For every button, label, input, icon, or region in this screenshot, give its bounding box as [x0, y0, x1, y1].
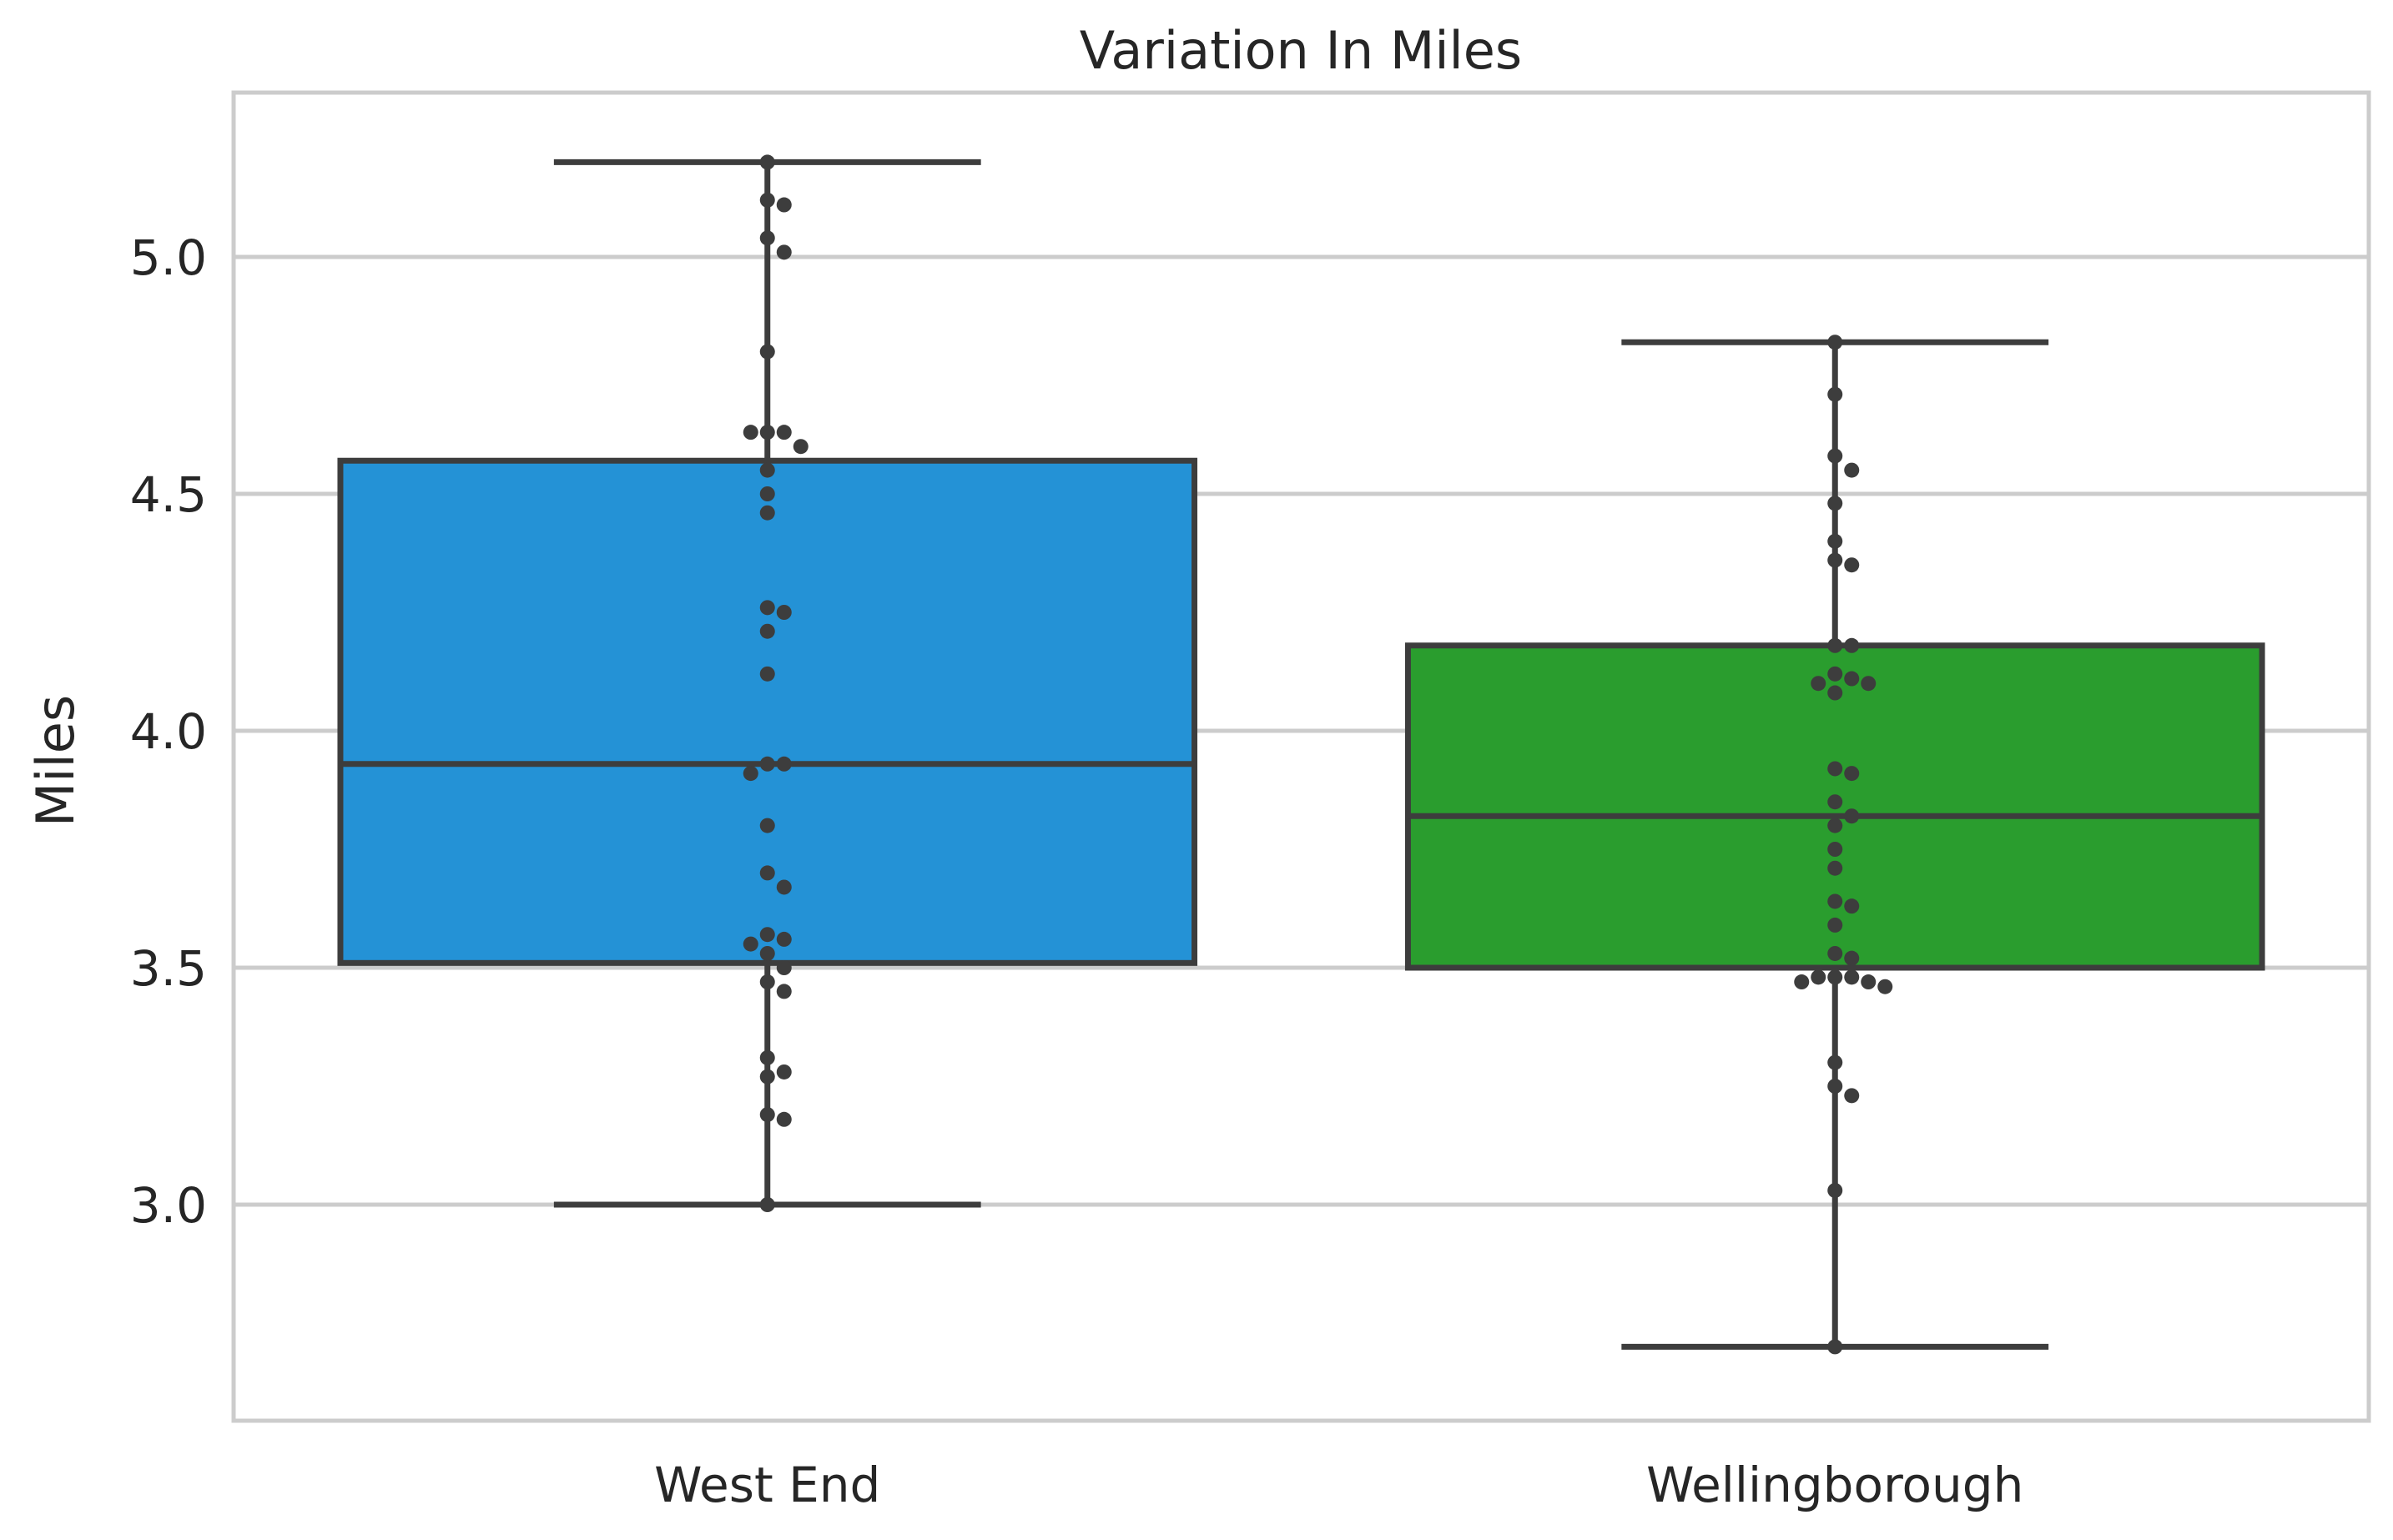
data-point [1827, 496, 1843, 511]
data-point [1827, 533, 1843, 549]
y-tick-label: 5.0 [130, 229, 207, 286]
data-point [1827, 969, 1843, 985]
data-point [1827, 860, 1843, 876]
data-point [793, 439, 809, 455]
y-tick-label: 4.5 [130, 466, 207, 523]
data-point [776, 425, 792, 440]
data-point [1827, 761, 1843, 777]
data-point [759, 623, 775, 639]
data-point [759, 927, 775, 943]
boxes [337, 159, 2265, 1350]
data-point [776, 605, 792, 620]
data-point [1827, 1079, 1843, 1094]
swarm-points [743, 154, 1893, 1355]
data-point [759, 865, 775, 881]
data-point [776, 1111, 792, 1127]
data-point [1827, 917, 1843, 933]
data-point [1827, 1054, 1843, 1070]
x-tick-labels: West End Wellingborough [654, 1457, 2023, 1513]
data-point [759, 486, 775, 501]
data-point [759, 974, 775, 990]
y-tick-label: 3.0 [130, 1177, 207, 1234]
data-point [1861, 974, 1877, 990]
data-point [1844, 637, 1860, 653]
data-point [743, 766, 758, 782]
y-axis-label: Miles [25, 695, 86, 827]
data-point [1811, 676, 1826, 692]
chart-title: Variation In Miles [1080, 20, 1522, 81]
data-point [1827, 386, 1843, 402]
data-point [759, 230, 775, 246]
data-point [776, 984, 792, 999]
data-point [759, 154, 775, 170]
data-point [1844, 898, 1860, 914]
data-point [1827, 335, 1843, 350]
data-point [759, 756, 775, 772]
data-point [776, 756, 792, 772]
y-tick-label: 4.0 [130, 703, 207, 760]
data-point [1844, 1088, 1860, 1104]
data-point [759, 192, 775, 208]
x-tick-label-wellingborough: Wellingborough [1646, 1457, 2023, 1513]
y-tick-label: 3.5 [130, 940, 207, 997]
plot-frame [231, 90, 2371, 1423]
x-tick-label-west-end: West End [654, 1457, 880, 1513]
box-west-end [337, 159, 1198, 1208]
data-point [1844, 808, 1860, 824]
data-point [776, 197, 792, 213]
data-point [759, 425, 775, 440]
data-point [759, 1107, 775, 1123]
data-point [776, 244, 792, 260]
data-point [1827, 448, 1843, 464]
data-point [1827, 1339, 1843, 1355]
data-point [1811, 969, 1826, 985]
data-point [1844, 462, 1860, 478]
data-point [743, 425, 758, 440]
data-point [759, 344, 775, 360]
data-point [1844, 766, 1860, 782]
data-point [1827, 945, 1843, 961]
data-point [1844, 671, 1860, 687]
data-point [1827, 552, 1843, 568]
data-point [776, 931, 792, 947]
data-point [759, 1069, 775, 1085]
iqr-box [337, 457, 1198, 966]
data-point [1827, 666, 1843, 682]
data-point [759, 1197, 775, 1212]
data-point [1844, 557, 1860, 573]
data-point [1844, 950, 1860, 966]
data-point [1827, 637, 1843, 653]
data-point [1877, 979, 1893, 994]
data-point [759, 666, 775, 682]
data-point [1827, 893, 1843, 909]
data-point [759, 600, 775, 616]
y-tick-labels: 3.0 3.5 4.0 4.5 5.0 [130, 229, 207, 1234]
data-point [1794, 974, 1810, 990]
data-point [1861, 676, 1877, 692]
data-point [759, 505, 775, 521]
data-point [776, 960, 792, 975]
data-point [1827, 685, 1843, 701]
data-point [743, 936, 758, 952]
data-point [759, 818, 775, 833]
data-point [759, 945, 775, 961]
data-point [1827, 1182, 1843, 1198]
data-point [759, 462, 775, 478]
data-point [1827, 842, 1843, 857]
data-point [759, 1049, 775, 1065]
data-point [1827, 818, 1843, 833]
data-point [1844, 969, 1860, 985]
data-point [776, 879, 792, 895]
data-point [1827, 794, 1843, 810]
data-point [776, 1064, 792, 1080]
